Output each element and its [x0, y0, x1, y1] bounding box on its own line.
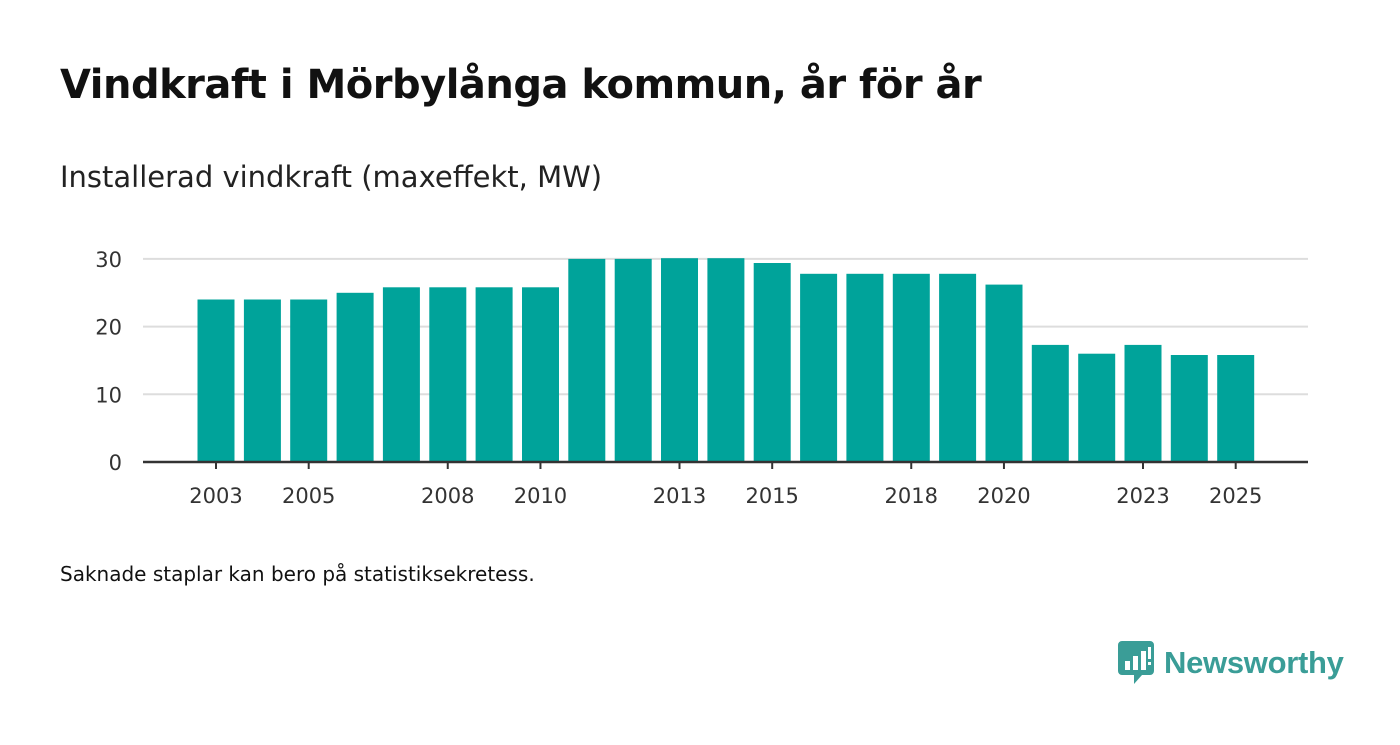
y-tick-label-20: 20 — [95, 316, 122, 340]
bar-2015 — [753, 263, 791, 462]
x-tick-label-2013: 2013 — [653, 484, 706, 508]
newsworthy-logo-icon — [1118, 641, 1154, 684]
bar-2003 — [197, 299, 235, 462]
x-tick-label-2005: 2005 — [282, 484, 335, 508]
bar-2019 — [939, 273, 977, 462]
x-tick-label-2010: 2010 — [514, 484, 567, 508]
newsworthy-brand[interactable]: Newsworthy — [1118, 640, 1344, 686]
bar-2011 — [568, 258, 606, 462]
brand-name: Newsworthy — [1164, 645, 1344, 680]
y-tick-label-10: 10 — [95, 383, 122, 407]
bar-2021 — [1031, 344, 1069, 462]
bar-2023 — [1124, 344, 1162, 462]
bar-2005 — [290, 299, 328, 462]
y-tick-label-0: 0 — [109, 451, 122, 475]
x-tick-label-2023: 2023 — [1116, 484, 1169, 508]
bar-2014 — [707, 258, 745, 462]
bar-2012 — [614, 258, 652, 462]
bar-2010 — [522, 287, 559, 462]
bar-2025 — [1217, 355, 1255, 462]
bar-2020 — [985, 284, 1023, 462]
bars — [197, 258, 1255, 463]
bar-2009 — [475, 287, 513, 462]
x-tick-label-2003: 2003 — [189, 484, 242, 508]
x-axis-ticks: 2003 2005 2008 2010 2013 2015 2018 2020 2023 2025 — [189, 462, 1262, 508]
bar-2013 — [661, 258, 698, 462]
bar-2004 — [243, 299, 281, 462]
x-tick-label-2015: 2015 — [745, 484, 798, 508]
bar-chart: 0 10 20 30 2003 2005 2008 2010 2013 2015 2018 2020… — [95, 248, 1308, 508]
bar-2006 — [336, 292, 374, 463]
chart-subtitle: Installerad vindkraft (maxeffekt, MW) — [60, 160, 603, 194]
bar-2018 — [892, 273, 930, 462]
bar-2007 — [382, 287, 420, 462]
y-tick-label-30: 30 — [95, 248, 122, 272]
bar-2022 — [1078, 353, 1116, 462]
x-tick-label-2018: 2018 — [885, 484, 938, 508]
y-axis-labels: 0 10 20 30 — [95, 248, 122, 475]
x-tick-label-2020: 2020 — [977, 484, 1030, 508]
x-tick-label-2025: 2025 — [1209, 484, 1262, 508]
bar-2008 — [429, 287, 467, 462]
footnote: Saknade staplar kan bero på statistiksek… — [60, 562, 535, 586]
chart-title: Vindkraft i Mörbylånga kommun, år för år — [60, 62, 982, 108]
bar-2024 — [1170, 355, 1208, 462]
bar-2016 — [800, 273, 838, 462]
bar-2017 — [846, 273, 884, 462]
x-tick-label-2008: 2008 — [421, 484, 474, 508]
